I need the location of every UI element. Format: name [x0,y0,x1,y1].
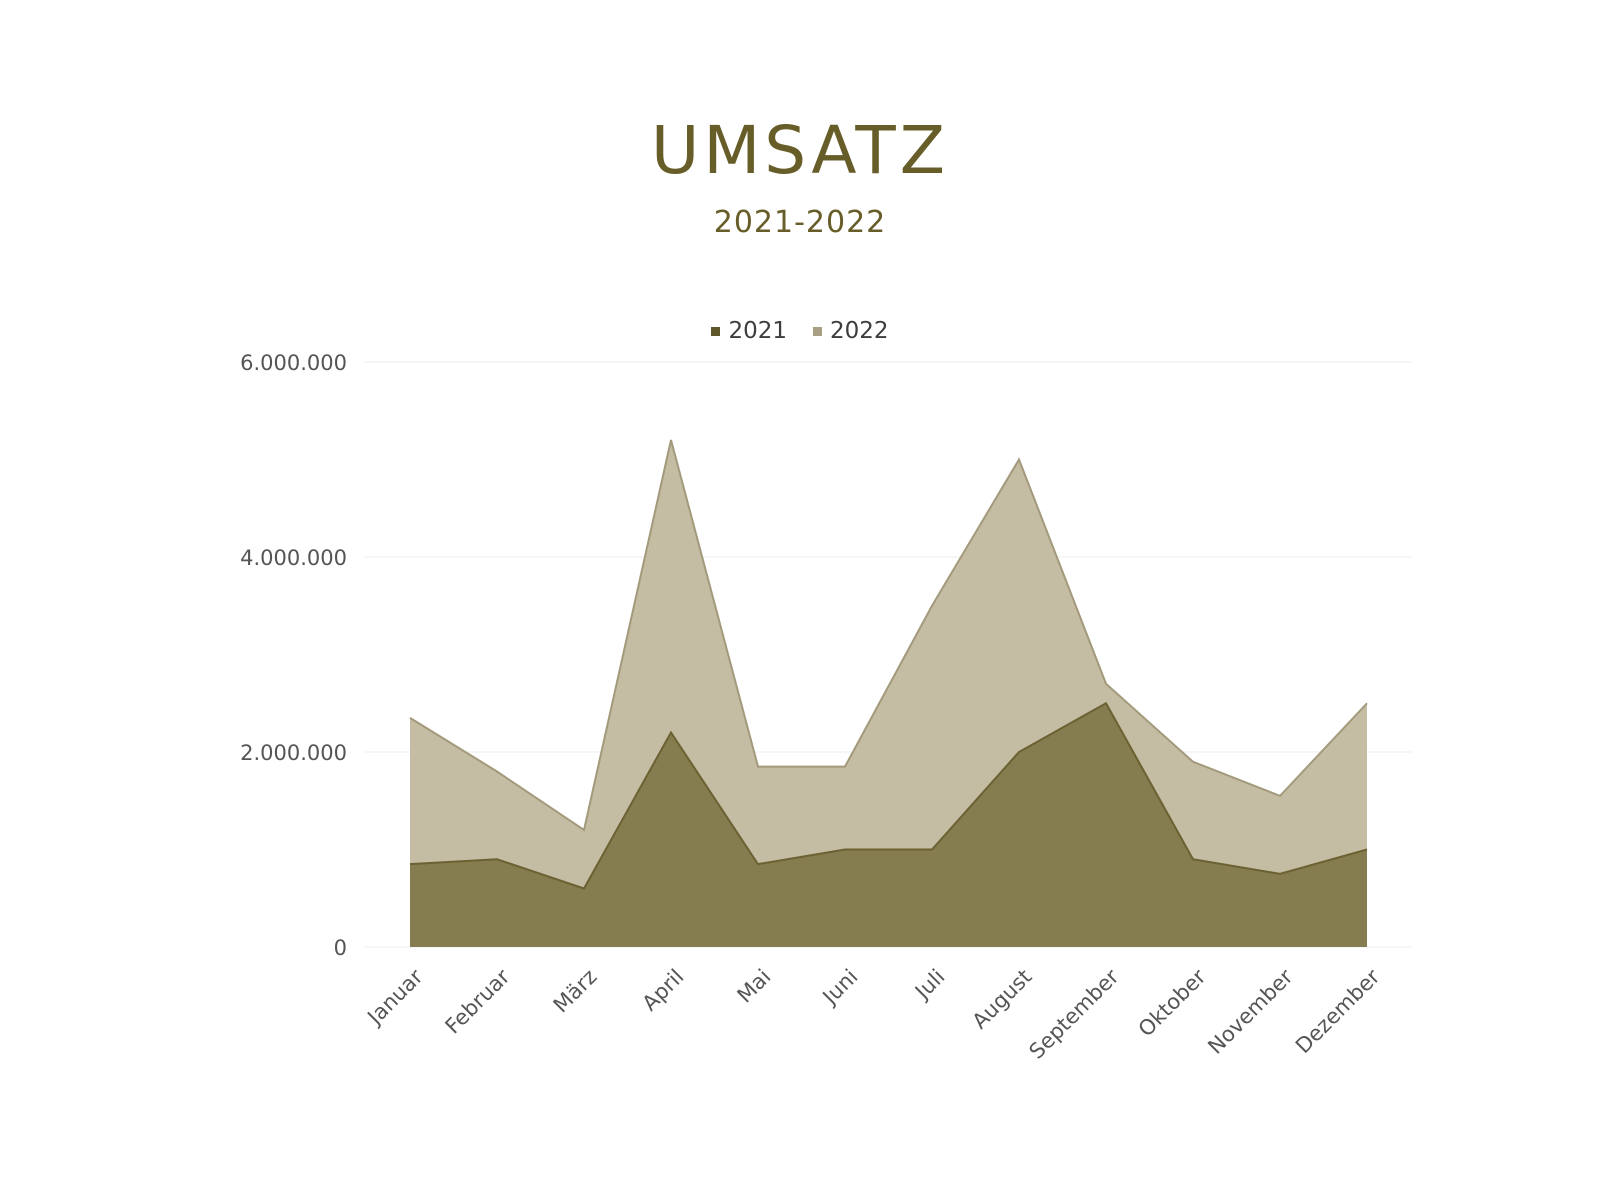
x-tick-label-11: Dezember [1291,964,1385,1058]
area-series-2021 [410,703,1367,947]
legend-item-2022: 2022 [813,318,889,344]
chart-legend: 2021 2022 [0,318,1600,344]
y-tick-label-3: 6.000.000 [240,351,347,375]
x-tick-label-3: April [638,965,689,1016]
x-tick-label-5: Juni [817,965,863,1011]
x-tick-label-8: September [1024,964,1123,1063]
line-series-2021 [409,701,1368,890]
x-tick-label-10: November [1203,964,1297,1058]
x-tick-label-4: Mai [733,965,776,1008]
legend-swatch-2021 [711,326,721,336]
chart-title: UMSATZ [651,112,949,189]
legend-label-2021: 2021 [728,318,787,344]
x-tick-label-9: Oktober [1134,964,1211,1041]
y-tick-label-0: 0 [334,936,347,960]
x-tick-label-6: Juli [909,965,949,1005]
y-tick-label-2: 4.000.000 [240,546,347,570]
x-tick-label-1: Februar [441,964,515,1038]
legend-label-2022: 2022 [830,318,889,344]
chart-subtitle: 2021-2022 [713,205,887,240]
legend-item-2021: 2021 [711,318,787,344]
legend-swatch-2022 [813,326,822,336]
line-series-2022 [409,439,1368,832]
x-tick-label-2: März [549,965,602,1018]
x-tick-label-7: August [968,965,1037,1034]
x-tick-label-0: Januar [362,964,428,1030]
y-tick-label-1: 2.000.000 [240,741,347,765]
